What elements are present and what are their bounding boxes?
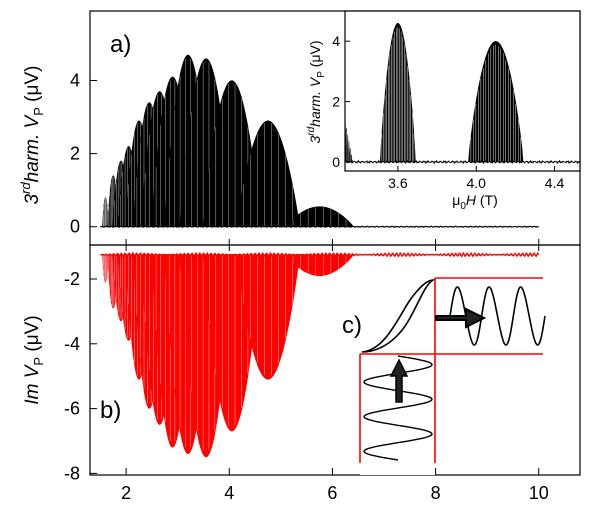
panel-a-peak bbox=[236, 120, 301, 228]
inset-plot bbox=[344, 22, 581, 165]
inset-x-tick-label: 4.0 bbox=[466, 175, 486, 191]
inset-y-tick-label: 2 bbox=[332, 94, 340, 110]
x-axis: 2 4 6 8 10 bbox=[121, 239, 549, 503]
x-tick-label: 8 bbox=[431, 483, 441, 503]
panel-b-y-tick-label: -4 bbox=[64, 334, 80, 354]
panel-b-baseline bbox=[100, 251, 540, 258]
inset-frame bbox=[344, 10, 581, 172]
panel-a-y-tick-label: 0 bbox=[70, 217, 80, 237]
x-tick-label: 4 bbox=[224, 483, 234, 503]
panel-b-frame bbox=[89, 244, 581, 476]
panel-b-y-tick-label: -2 bbox=[64, 269, 80, 289]
panel-a-label: a) bbox=[110, 31, 131, 58]
panel-a-y-axis-title: 3rdharm. VP (μV) bbox=[18, 66, 46, 205]
panel-c-schematic bbox=[359, 277, 546, 475]
panel-a-plot bbox=[100, 54, 539, 228]
panel-b-y-tick-label: -8 bbox=[64, 463, 80, 483]
inset-y-axis-title: 3rdharm. VP (μV) bbox=[306, 40, 327, 143]
x-tick-label: 10 bbox=[529, 483, 549, 503]
panel-b-plot bbox=[100, 251, 540, 458]
panel-b-y-axis: -8 -6 -4 -2 bbox=[64, 269, 97, 483]
right-arrow-icon bbox=[435, 307, 487, 329]
panel-c-label: c) bbox=[342, 312, 362, 339]
panel-b-y-axis-title: Im VP (μV) bbox=[22, 315, 46, 404]
panel-b-y-tick-label: -6 bbox=[64, 399, 80, 419]
x-tick-label: 6 bbox=[327, 483, 337, 503]
panel-b-peak bbox=[236, 254, 300, 380]
inset-x-axis-title: μ0H (T) bbox=[452, 192, 498, 212]
inset-x-tick-label: 4.4 bbox=[545, 175, 565, 191]
inset-baseline bbox=[344, 159, 581, 165]
inset-y-tick-label: 4 bbox=[332, 33, 340, 49]
inset-y-tick-label: 0 bbox=[332, 154, 340, 170]
panel-a-baseline bbox=[100, 225, 539, 228]
up-arrow-icon bbox=[389, 358, 409, 403]
inset-y-axis: 0 2 4 bbox=[332, 33, 350, 170]
panel-a-y-tick-label: 4 bbox=[70, 70, 80, 90]
panel-b-peak bbox=[285, 254, 354, 277]
panel-b-label: b) bbox=[100, 397, 121, 424]
panel-a-y-tick-label: 2 bbox=[70, 144, 80, 164]
x-tick-label: 2 bbox=[121, 483, 131, 503]
inset-x-tick-label: 3.6 bbox=[388, 175, 408, 191]
panel-a-peak bbox=[284, 206, 354, 228]
panel-a-y-axis: 0 2 4 bbox=[70, 70, 97, 237]
hysteresis-loop bbox=[361, 279, 436, 353]
inset-x-axis: 3.6 4.0 4.4 bbox=[388, 166, 564, 191]
